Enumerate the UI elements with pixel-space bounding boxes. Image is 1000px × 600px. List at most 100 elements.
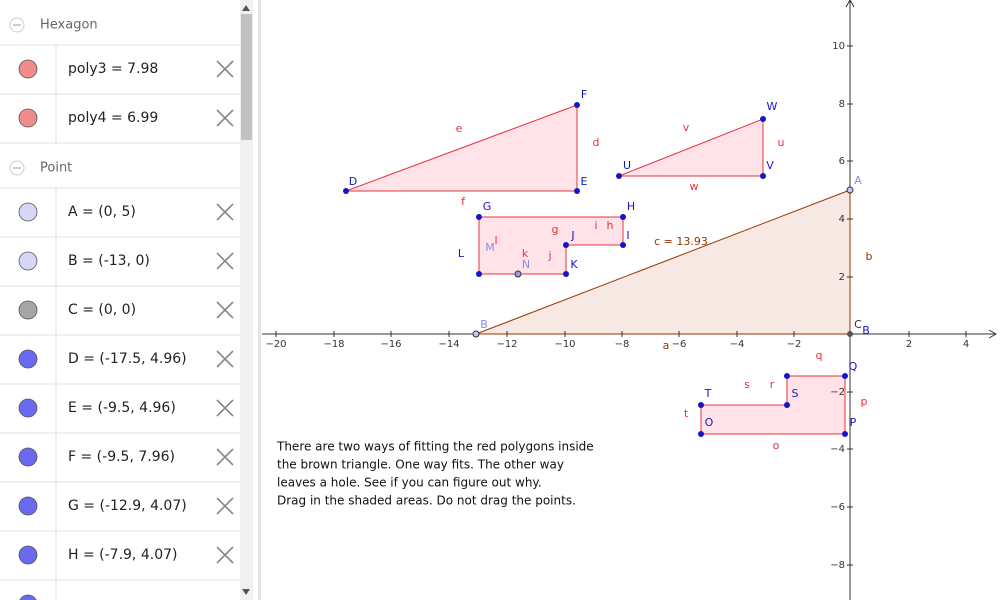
point-label: Q	[849, 360, 858, 373]
triangle-uvw[interactable]	[618, 118, 764, 177]
point-label: F	[581, 88, 587, 101]
point-label: N	[522, 258, 530, 271]
segment-label: b	[866, 250, 873, 263]
y-tick-label: −4	[830, 444, 845, 455]
scrollbar[interactable]	[240, 0, 253, 600]
delete-button[interactable]	[216, 109, 234, 127]
point-label: E	[581, 175, 588, 188]
delete-button[interactable]	[216, 350, 234, 368]
point-label: D	[349, 175, 357, 188]
y-arrow	[845, 0, 855, 8]
algebra-item[interactable]: A = (0, 5)	[68, 204, 136, 220]
segment-label: l	[494, 234, 497, 247]
brown-triangle[interactable]	[475, 189, 851, 335]
segment-label: v	[683, 121, 690, 134]
visibility-toggle[interactable]	[18, 545, 38, 565]
point-label: P	[850, 416, 857, 429]
note-text: Drag in the shaded areas. Do not drag th…	[277, 494, 576, 508]
group-header: Hexagon	[40, 18, 98, 33]
algebra-view: Hexagon poly3 = 7.98 poly4 = 6.99 Point A = …	[0, 17, 240, 600]
x-tick-label: −2	[787, 339, 802, 350]
x-tick-label: −14	[438, 339, 459, 350]
delete-button[interactable]	[216, 448, 234, 466]
visibility-toggle[interactable]	[18, 447, 38, 467]
visibility-toggle[interactable]	[18, 202, 38, 222]
graphics-view	[262, 0, 998, 600]
visibility-toggle[interactable]	[18, 349, 38, 369]
triangle-def[interactable]	[345, 104, 578, 192]
points	[343, 102, 848, 437]
segment-label: d	[593, 136, 600, 149]
visibility-toggle[interactable]	[18, 59, 38, 79]
y-tick-label: 8	[839, 99, 845, 110]
point-label: T	[704, 387, 712, 400]
x-tick-label: −20	[265, 339, 286, 350]
x-tick-label: −10	[554, 339, 575, 350]
x-tick-label: −4	[730, 339, 745, 350]
segment-label: o	[773, 439, 780, 452]
point-n[interactable]	[514, 270, 522, 278]
delete-button[interactable]	[216, 301, 234, 319]
delete-button[interactable]	[216, 497, 234, 515]
divider	[258, 0, 261, 600]
point-label: W	[767, 100, 778, 113]
visibility-toggle[interactable]	[18, 300, 38, 320]
x-tick-label: −12	[496, 339, 517, 350]
algebra-item[interactable]: B = (-13, 0)	[68, 253, 150, 269]
y-tick-label: 4	[839, 214, 845, 225]
delete-button[interactable]	[216, 203, 234, 221]
segment-label: c = 13.93	[654, 235, 708, 248]
segment-label: f	[461, 195, 466, 208]
delete-button[interactable]	[216, 546, 234, 564]
algebra-item[interactable]: poly4 = 6.99	[68, 110, 158, 126]
point-label: C	[854, 318, 862, 331]
segment-label: r	[770, 378, 775, 391]
y-tick-label: −2	[830, 387, 845, 398]
algebra-item[interactable]: C = (0, 0)	[68, 302, 136, 318]
y-tick-label: 10	[832, 41, 845, 52]
algebra-item[interactable]: H = (-7.9, 4.07)	[68, 547, 177, 563]
y-tick-label: 2	[839, 272, 845, 283]
segment-label: i	[594, 219, 597, 232]
segment-label: s	[744, 378, 750, 391]
note-text: leaves a hole. See if you can figure out…	[277, 476, 542, 490]
point-label: B	[480, 318, 488, 331]
delete-button[interactable]	[216, 399, 234, 417]
point-b[interactable]	[472, 330, 480, 338]
segment-label: e	[456, 122, 463, 135]
algebra-item[interactable]: G = (-12.9, 4.07)	[68, 498, 187, 514]
point-c[interactable]	[847, 331, 853, 337]
algebra-item[interactable]: E = (-9.5, 4.96)	[68, 400, 176, 416]
graphics-labels: −20 −18 −16 −14 −12 −10 −8 −6 −4 −2 2 4 10 8 6 4 2 −2 −4 −6…	[265, 41, 969, 571]
point-label: U	[623, 159, 631, 172]
segment-label: j	[547, 249, 551, 262]
x-tick-label: 4	[963, 339, 969, 350]
visibility-toggle[interactable]	[18, 251, 38, 271]
x-tick-label: −18	[323, 339, 344, 350]
x-tick-label: 2	[906, 339, 912, 350]
delete-button[interactable]	[216, 252, 234, 270]
segment-label: q	[816, 349, 823, 362]
visibility-toggle[interactable]	[18, 108, 38, 128]
point-label: G	[483, 200, 492, 213]
algebra-item[interactable]: F = (-9.5, 7.96)	[68, 449, 175, 465]
delete-button[interactable]	[216, 60, 234, 78]
segment-label: a	[663, 339, 670, 352]
segment-label: h	[607, 219, 614, 232]
note-text: There are two ways of fitting the red po…	[276, 440, 594, 454]
visibility-toggle[interactable]	[18, 398, 38, 418]
y-tick-label: −8	[830, 560, 845, 571]
visibility-toggle[interactable]	[18, 496, 38, 516]
segment-label: p	[861, 395, 868, 408]
y-tick-label: −6	[830, 502, 845, 513]
point-label: M	[485, 241, 495, 254]
visibility-toggle[interactable]	[19, 594, 37, 600]
x-tick-label: −16	[380, 339, 401, 350]
algebra-item[interactable]: poly3 = 7.98	[68, 61, 158, 77]
group-header: Point	[40, 161, 72, 176]
point-a[interactable]	[846, 186, 854, 194]
algebra-item[interactable]: D = (-17.5, 4.96)	[68, 351, 187, 367]
scrollbar-thumb[interactable]	[241, 14, 252, 140]
point-label: V	[766, 159, 774, 172]
x-arrow	[988, 329, 998, 339]
